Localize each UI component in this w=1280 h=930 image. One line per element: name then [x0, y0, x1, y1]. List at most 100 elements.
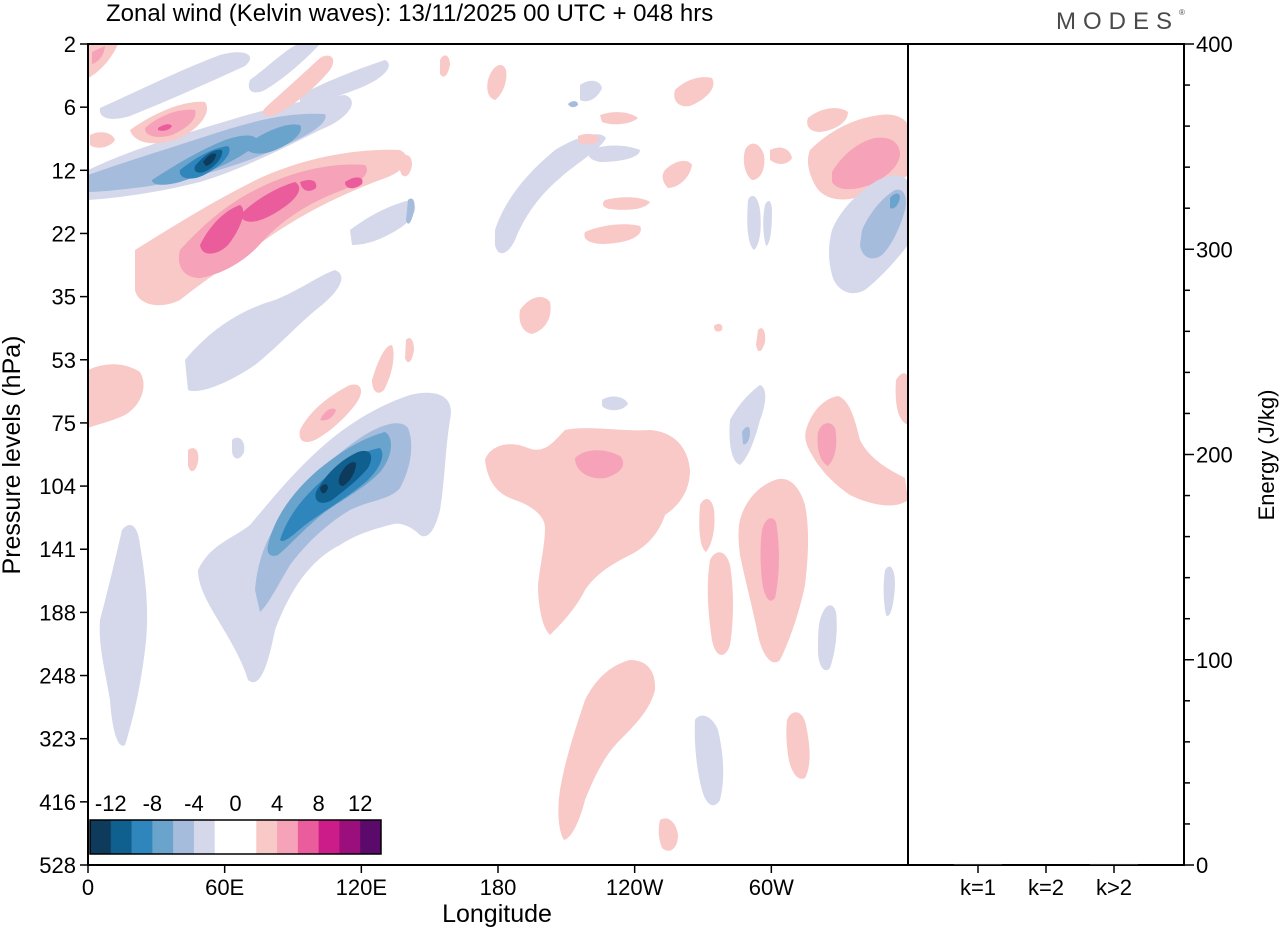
logo-text: MODES [1056, 8, 1180, 35]
contour-neg2 [763, 200, 772, 246]
contour-pos4 [145, 109, 196, 137]
colorbar-swatch [193, 820, 216, 854]
contour-pos4 [92, 46, 105, 64]
colorbar-swatch [277, 820, 299, 854]
contour-neg6 [245, 124, 301, 154]
contour-pos6 [158, 124, 172, 131]
energy-category-label: k>2 [1096, 875, 1132, 900]
y-tick-label: 141 [39, 537, 76, 562]
colorbar-swatch [256, 820, 278, 854]
contour-neg6 [890, 193, 900, 209]
colorbar-swatch [318, 820, 340, 854]
colorbar-swatch [90, 820, 112, 854]
contour-neg2 [883, 566, 895, 616]
contour-neg2 [580, 80, 602, 102]
x-tick-label: 180 [480, 875, 517, 900]
contour-neg4 [742, 426, 750, 445]
contour-pos6 [300, 180, 317, 191]
energy-category-label: k=2 [1028, 875, 1064, 900]
energy-axis: 0 100 200 300 400 [1184, 32, 1233, 878]
contour-pos2 [485, 428, 690, 635]
contour-pos2 [805, 396, 908, 506]
contour-pos2 [895, 373, 908, 425]
x-tick-label: 60E [205, 875, 244, 900]
contour-pos2 [662, 160, 692, 188]
contour-neg2 [588, 145, 640, 162]
y-tick-label: 323 [39, 727, 76, 752]
contour-pos2 [699, 498, 715, 552]
colorbar-label: 0 [229, 791, 241, 816]
colorbar-label: 8 [313, 791, 325, 816]
contour-pos2 [405, 338, 414, 363]
contour-neg2 [818, 605, 837, 671]
contour-pos2 [90, 132, 115, 148]
contour-neg2 [198, 392, 451, 683]
contour-neg2 [99, 52, 251, 119]
registered-mark-icon: ® [1179, 8, 1185, 17]
chart-title: Zonal wind (Kelvin waves): 13/11/2025 00… [106, 0, 714, 27]
y-tick-label: 528 [39, 853, 76, 878]
contour-pos4 [320, 408, 336, 421]
contour-pos2 [372, 345, 394, 393]
contour-pos2 [756, 328, 766, 352]
energy-category-labels: k=1 k=2 k>2 [960, 865, 1132, 900]
colorbar-swatch [297, 820, 320, 854]
contour-pos2 [743, 143, 765, 180]
contour-neg2 [406, 198, 415, 224]
contour-pos2 [602, 197, 650, 210]
colorbar-label: -12 [95, 791, 127, 816]
x-tick-label: 0 [82, 875, 94, 900]
y-tick-label: 2 [64, 32, 76, 57]
contour-neg12 [338, 462, 356, 486]
x-axis-title: Longitude [442, 900, 552, 928]
x-tick-label: 60W [749, 875, 794, 900]
x-tick-label: 120W [606, 875, 664, 900]
contour-pos2 [188, 448, 199, 472]
contour-neg2 [495, 134, 606, 254]
contour-pos2 [584, 224, 641, 244]
y-tick-label: 75 [52, 411, 76, 436]
contour-pos2 [263, 55, 334, 117]
contour-pos2 [807, 108, 848, 132]
y-tick-label: 104 [39, 474, 76, 499]
energy-tick-label: 0 [1196, 853, 1208, 878]
colorbar-swatch [360, 820, 382, 854]
y-tick-label: 53 [52, 348, 76, 373]
longitude-axis: 0 60E 120E 180 120W 60W [82, 865, 794, 900]
y-tick-label: 416 [39, 790, 76, 815]
contour-pos6 [200, 205, 244, 254]
contour-neg12 [320, 484, 328, 494]
contour-pos2 [707, 552, 733, 655]
modes-logo: MODES® [1056, 8, 1185, 36]
contour-neg2 [185, 270, 342, 392]
y-tick-label: 188 [39, 600, 76, 625]
contour-pos6 [240, 182, 300, 222]
contour-pos2 [88, 364, 144, 428]
contour-pos2 [487, 65, 507, 100]
energy-axis-title: Energy (J/kg) [1254, 390, 1279, 521]
y-tick-label: 35 [52, 285, 76, 310]
contour-pos2 [714, 323, 723, 332]
colorbar-swatch [173, 820, 195, 854]
y-axis-title: Pressure levels (hPa) [0, 336, 26, 575]
contour-neg2 [350, 200, 416, 245]
contour-pos4 [178, 164, 367, 278]
colorbar-labels: -12 -8 -4 0 4 8 12 [95, 791, 373, 816]
contour-pos6 [345, 177, 363, 189]
y-tick-label: 248 [39, 664, 76, 689]
contour-pos4 [760, 518, 779, 601]
colorbar-legend: -12 -8 -4 0 4 8 12 [89, 791, 382, 855]
contour-neg4 [568, 101, 578, 108]
energy-tick-label: 400 [1196, 32, 1233, 57]
y-tick-label: 12 [52, 158, 76, 183]
colorbar-swatch [110, 820, 133, 854]
colorbar-label: 12 [348, 791, 372, 816]
energy-tick-label: 200 [1196, 443, 1233, 468]
colorbar-swatch [131, 820, 153, 854]
contour-pos2 [770, 147, 792, 164]
contour-pos2 [674, 77, 714, 107]
contour-pos2 [578, 133, 600, 145]
contour-neg2 [747, 195, 761, 250]
colorbar-swatch [152, 820, 174, 854]
